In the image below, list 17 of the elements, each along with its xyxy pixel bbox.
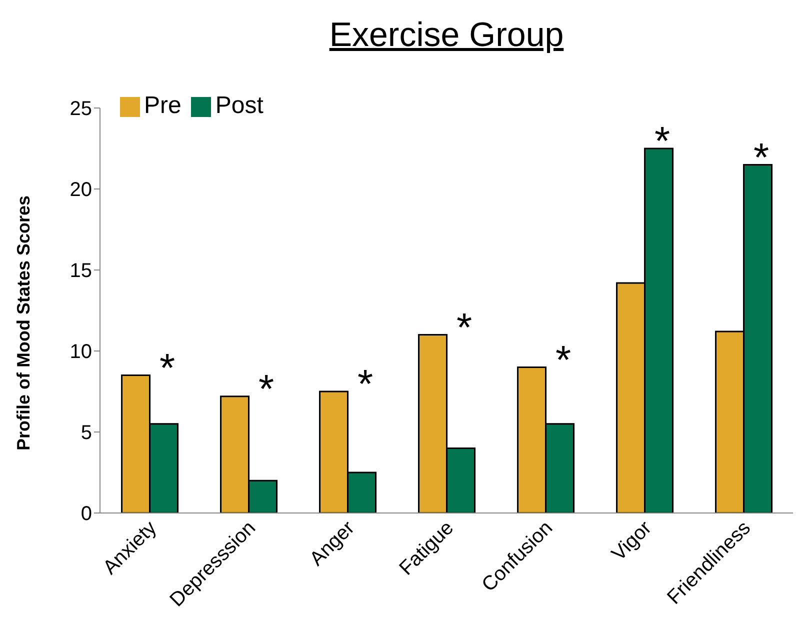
y-tick-label: 25 [70,98,92,120]
annotation: * [258,368,274,412]
y-tick-label: 5 [80,422,92,444]
annotation: * [358,362,374,407]
annotation: * [556,338,572,382]
y-tick-label: 20 [70,179,92,202]
y-tick-label: 15 [70,260,92,282]
legend-label: Post [215,92,264,119]
annotation: * [654,120,670,164]
annotation: * [456,306,472,350]
legend-label: Pre [144,92,182,119]
y-tick-label: 10 [70,341,92,364]
annotation: * [754,136,770,180]
y-tick-label: 0 [80,503,92,526]
chart-title: Exercise Group [328,16,565,55]
annotation: * [160,346,176,390]
y-axis-title: Profile of Mood States Scores [13,195,34,450]
